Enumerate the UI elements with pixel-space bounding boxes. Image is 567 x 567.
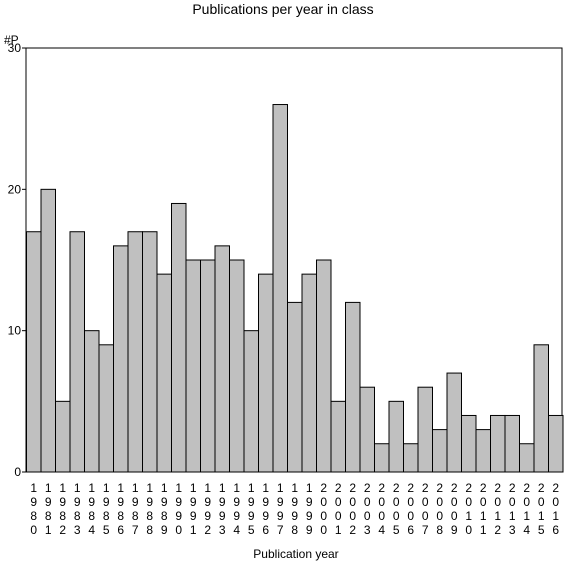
bar-1983 [69, 231, 85, 473]
bar-1995 [243, 330, 259, 473]
bar-1990 [171, 202, 187, 473]
bar-2016 [548, 414, 564, 473]
bar-2001 [330, 400, 346, 473]
bar-2009 [446, 372, 462, 473]
bar-2005 [388, 400, 404, 473]
bar-1994 [229, 259, 245, 473]
bar-1991 [185, 259, 201, 473]
bar-2012 [490, 414, 506, 473]
chart-title: Publications per year in class [192, 1, 373, 17]
x-axis-label: Publication year [253, 547, 338, 561]
bar-2004 [374, 443, 390, 473]
bar-2013 [504, 414, 520, 473]
bar-1997 [272, 104, 288, 473]
bar-2003 [359, 386, 375, 473]
bar-2002 [345, 301, 361, 473]
bar-1984 [84, 330, 100, 473]
bar-1999 [301, 273, 317, 473]
bar-1980 [26, 231, 42, 473]
bar-2010 [461, 414, 477, 473]
y-tick-label: 10 [8, 324, 22, 338]
bar-1986 [113, 245, 129, 473]
y-tick-label: 30 [8, 41, 22, 55]
y-tick-label: 0 [14, 465, 21, 479]
bar-1982 [55, 400, 71, 473]
bar-2015 [533, 344, 549, 473]
bar-1981 [40, 188, 56, 473]
y-axis-label: #P [4, 33, 19, 47]
bar-1992 [200, 259, 216, 473]
bar-1987 [127, 231, 143, 473]
bar-1998 [287, 301, 303, 473]
bar-2006 [403, 443, 419, 473]
bar-1988 [142, 231, 158, 473]
x-tick-labels: 1 9 8 0 1 9 8 1 1 9 8 2 1 9 8 3 1 9 8 4 1 9 8 5 1 9 8 6 1 9 8 7 1 9 8 8 1 9 8 9… [30, 481, 559, 537]
bar-2007 [417, 386, 433, 473]
bar-1985 [98, 344, 114, 473]
bar-2008 [432, 429, 448, 473]
y-tick-label: 20 [8, 182, 22, 196]
bar-2014 [519, 443, 535, 473]
bar-1993 [214, 245, 230, 473]
bar-2011 [475, 429, 491, 473]
bar-1996 [258, 273, 274, 473]
y-axis: 0 10 20 30 [8, 41, 26, 479]
bar-1989 [156, 273, 172, 473]
bars [26, 104, 564, 473]
bar-2000 [316, 259, 332, 473]
